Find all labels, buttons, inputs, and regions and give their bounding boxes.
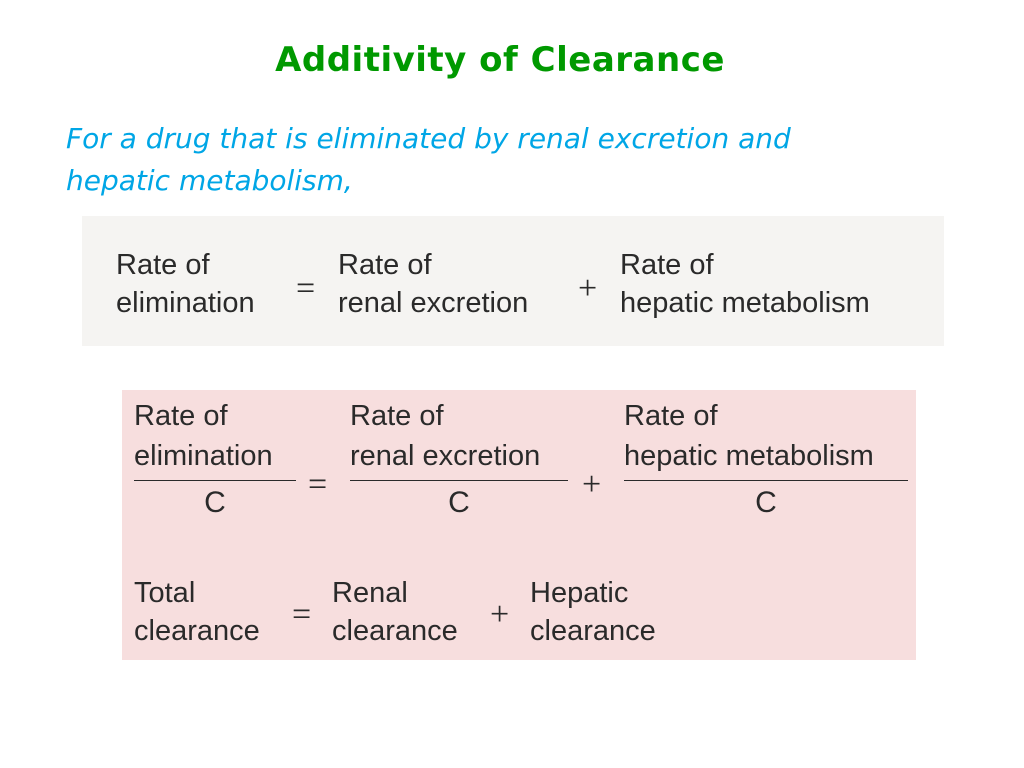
renal-clearance: Renal clearance [332,577,458,647]
fraction-bar [624,480,908,481]
rate-of-renal-excretion: Rate of renal excretion [338,249,529,319]
intro-line-1: For a drug that is eliminated by renal e… [66,122,791,155]
hepatic-metabolism-over-c: Rate of hepatic metabolism C [624,396,908,523]
plus-sign: + [582,466,602,503]
total-clearance: Total clearance [134,577,260,647]
fraction-bar [134,480,296,481]
renal-excretion-over-c: Rate of renal excretion C [350,396,568,523]
intro-line-2: hepatic metabolism, [66,164,353,197]
slide-title: Additivity of Clearance [275,40,725,80]
equals-sign: = [296,270,316,307]
equals-sign: = [308,466,328,503]
elimination-over-c: Rate of elimination C [134,396,296,523]
intro-text: For a drug that is eliminated by renal e… [66,118,966,202]
rate-of-elimination: Rate of elimination [116,249,255,319]
rate-of-hepatic-metabolism: Rate of hepatic metabolism [620,249,870,319]
plus-sign: + [490,596,510,633]
clearance-equation-panel: Rate of elimination C = Rate of renal ex… [122,390,916,660]
rate-equation-panel: Rate of elimination = Rate of renal excr… [82,216,944,346]
hepatic-clearance: Hepatic clearance [530,577,656,647]
equals-sign: = [292,596,312,633]
plus-sign: + [578,270,598,307]
fraction-bar [350,480,568,481]
